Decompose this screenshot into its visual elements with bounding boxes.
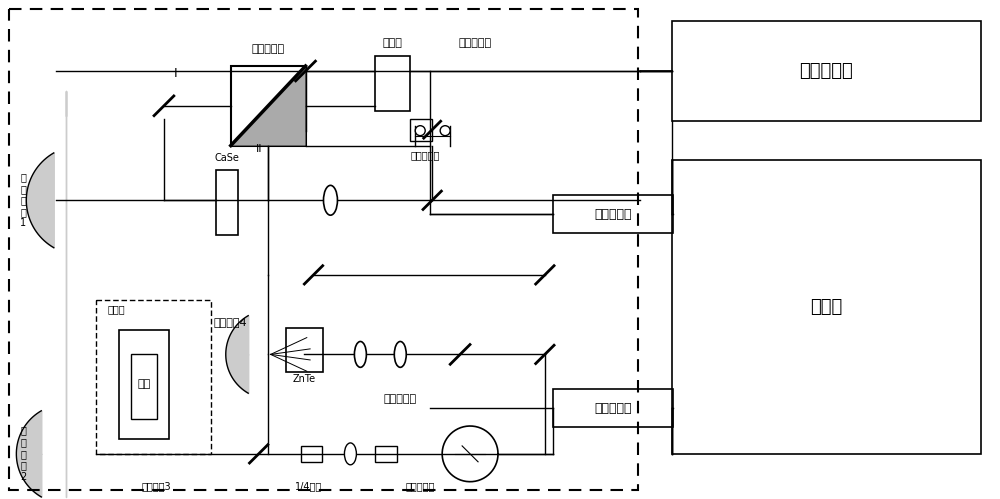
Ellipse shape <box>323 185 337 215</box>
Text: 抛物面镜3: 抛物面镜3 <box>141 481 171 491</box>
Text: II: II <box>255 144 262 154</box>
Bar <box>672 161 981 454</box>
Text: 抛物面镜4: 抛物面镜4 <box>214 316 248 327</box>
Circle shape <box>440 126 450 136</box>
Text: 1/4波片: 1/4波片 <box>295 481 322 491</box>
Bar <box>553 195 673 233</box>
Bar <box>553 389 673 427</box>
Bar <box>96 300 211 454</box>
Polygon shape <box>231 66 306 146</box>
Bar <box>9 9 638 490</box>
Bar <box>119 329 169 439</box>
Text: 样品: 样品 <box>137 379 151 389</box>
Text: 偏振分束器: 偏振分束器 <box>384 394 417 404</box>
Bar <box>410 119 432 141</box>
Text: 计算机: 计算机 <box>810 298 842 316</box>
Ellipse shape <box>344 443 356 465</box>
Text: 光线延迟线: 光线延迟线 <box>410 151 440 161</box>
Ellipse shape <box>394 341 406 367</box>
Text: 立方分束镜: 立方分束镜 <box>251 44 284 54</box>
Text: 激
光
器
头
2: 激 光 器 头 2 <box>20 426 26 482</box>
Bar <box>131 354 157 419</box>
Circle shape <box>415 126 425 136</box>
Text: 半波片: 半波片 <box>382 38 402 48</box>
Bar <box>231 66 306 146</box>
Text: 样品池: 样品池 <box>107 305 125 315</box>
Text: 激
光
器
头
1: 激 光 器 头 1 <box>20 172 26 229</box>
Text: I: I <box>174 67 178 80</box>
Bar <box>672 21 981 121</box>
Text: 延迟线驱动: 延迟线驱动 <box>594 208 631 221</box>
Bar <box>375 56 410 111</box>
Ellipse shape <box>354 341 366 367</box>
Text: 锁相放大器: 锁相放大器 <box>594 402 631 415</box>
Bar <box>286 327 323 372</box>
Bar <box>375 446 397 462</box>
Bar <box>301 446 322 462</box>
Text: 光线延迟线: 光线延迟线 <box>459 38 492 48</box>
Text: 飞秒激光器: 飞秒激光器 <box>799 62 853 80</box>
Text: CaSe: CaSe <box>214 153 239 163</box>
Text: ZnTe: ZnTe <box>293 374 316 384</box>
Text: 平衡探测器: 平衡探测器 <box>406 481 435 491</box>
Bar <box>216 171 238 235</box>
